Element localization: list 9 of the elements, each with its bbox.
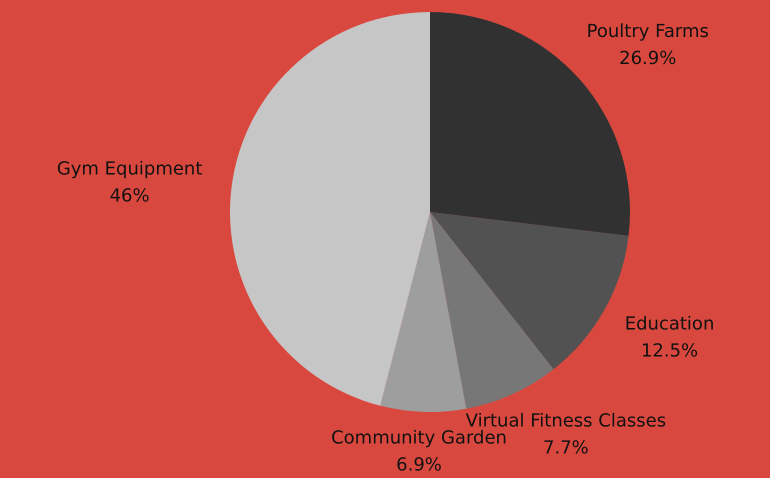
- data-label: 46%: [110, 185, 150, 206]
- data-label: 12.5%: [640, 340, 698, 362]
- data-label: 26.9%: [619, 48, 676, 70]
- slice-label: Community Garden: [331, 428, 507, 449]
- data-label: 6.9%: [396, 454, 442, 476]
- slice-label: Education: [624, 313, 714, 334]
- data-label: 7.7%: [543, 437, 589, 458]
- slice-label: Poultry Farms: [586, 21, 709, 42]
- slice-label: Gym Equipment: [56, 158, 202, 180]
